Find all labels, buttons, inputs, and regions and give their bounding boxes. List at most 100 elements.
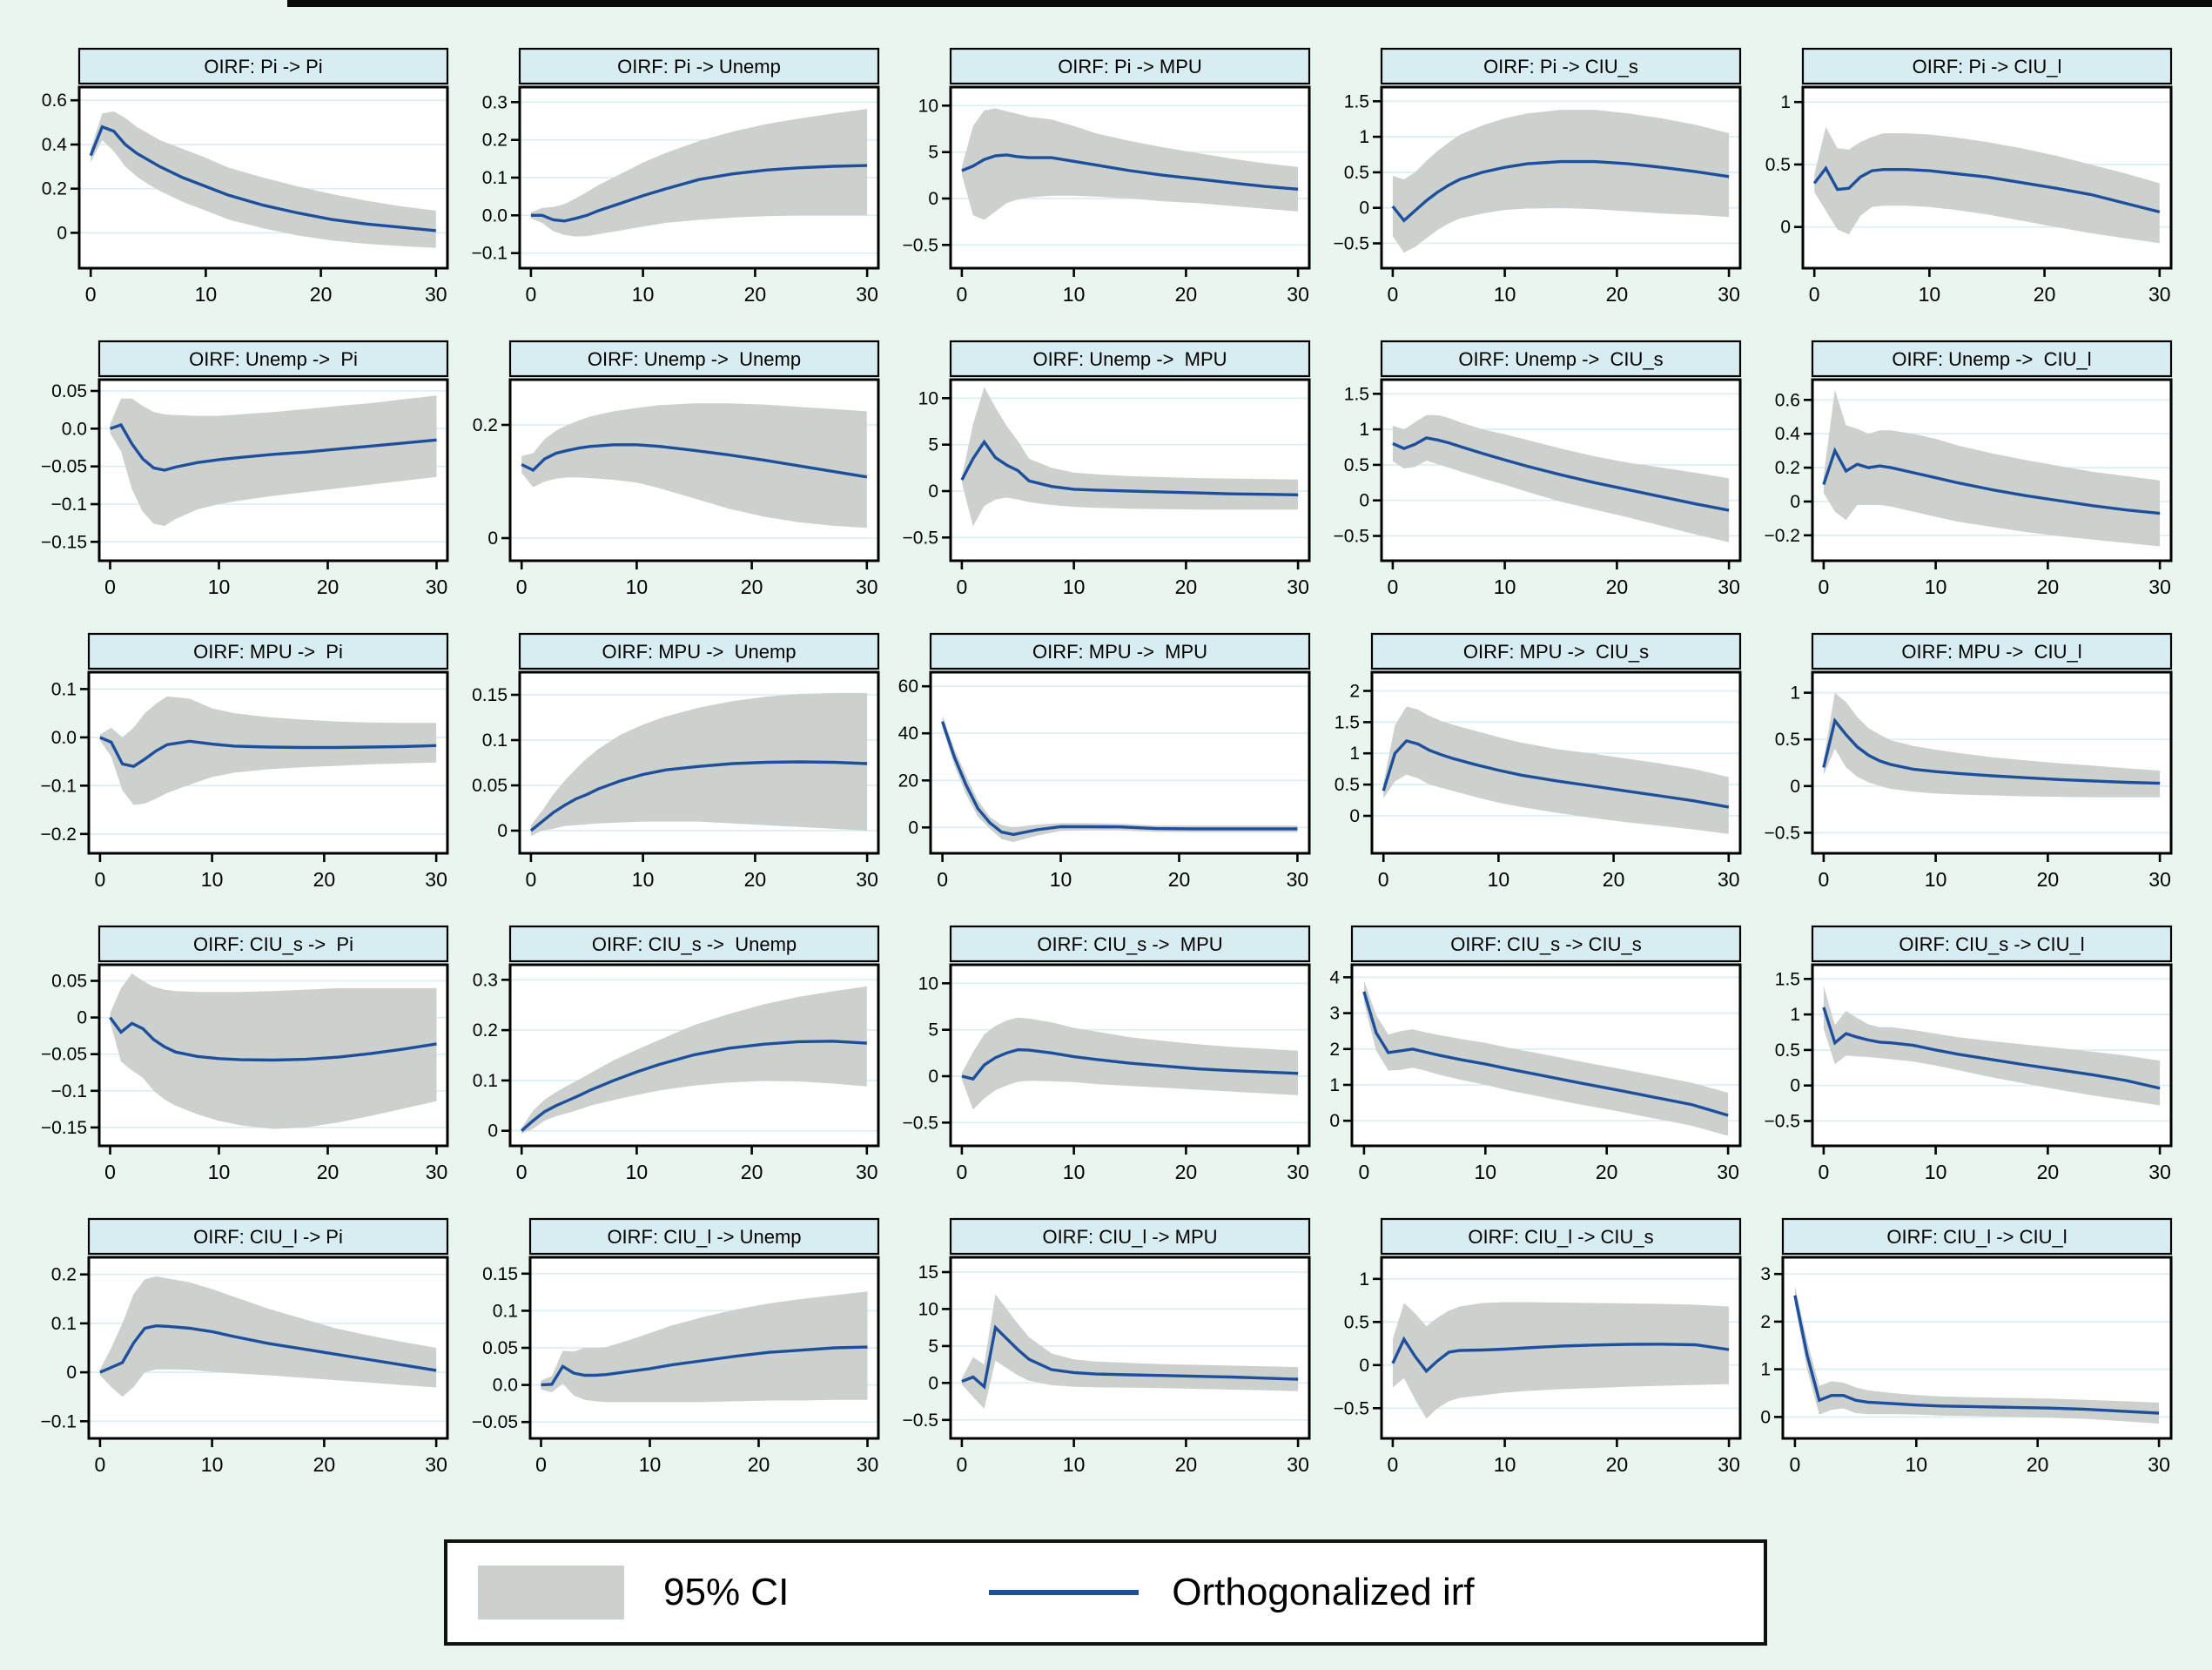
x-tick-label: 0	[95, 868, 106, 891]
y-tick-label: 0.6	[42, 91, 67, 111]
y-tick-label: −0.2	[41, 825, 77, 845]
irf-line	[1362, 991, 1729, 1117]
ci-band	[1823, 389, 2161, 547]
x-tick-label: 10	[1488, 868, 1510, 891]
panel-title-bar	[949, 340, 1311, 378]
x-tick-label: 0	[957, 283, 968, 306]
ci-band	[961, 1294, 1299, 1409]
y-tick-label: 0	[1359, 199, 1369, 219]
x-tick-label: 0	[957, 1453, 968, 1476]
irf-line	[1812, 165, 2161, 214]
irf-panel: OIRF: CIU_s -> CIU_s 4 3 2 1 0 0 10 20 30	[1328, 925, 1745, 1186]
y-tick-label: 0	[57, 223, 67, 243]
x-tick-label: 30	[425, 1453, 447, 1476]
irf-line	[961, 1047, 1299, 1081]
y-tick-label: 0.2	[473, 1020, 498, 1040]
panel-title: OIRF: Pi -> CIU_s	[1483, 56, 1638, 77]
x-tick-label: 20	[2034, 283, 2056, 306]
x-tick-label: 20	[313, 1453, 336, 1476]
x-tick-label: 30	[2148, 576, 2171, 598]
x-tick-label: 0	[1388, 283, 1399, 306]
x-tick-label: 30	[425, 868, 447, 891]
irf-line-swatch	[989, 1590, 1140, 1595]
ci-band	[1823, 692, 2161, 798]
ci-band	[961, 108, 1299, 220]
irf-line	[1391, 1336, 1730, 1374]
plot-border	[1350, 963, 1742, 1148]
irf-line	[530, 164, 868, 223]
plot-border	[1811, 963, 2173, 1148]
y-tick-label: −0.5	[903, 235, 938, 255]
y-tick-label: 15	[918, 1263, 938, 1283]
y-tick-label: −0.1	[51, 495, 87, 515]
top-border	[287, 0, 2212, 7]
y-tick-label: 1.5	[1775, 969, 1800, 989]
irf-chart: OIRF: Pi -> CIU_l 1 0.5 0 0 10 20 30	[1765, 47, 2173, 306]
y-tick-label: 0.05	[51, 381, 87, 401]
plot-border	[1811, 670, 2173, 855]
x-tick-label: 30	[2148, 1453, 2170, 1476]
irf-chart: OIRF: CIU_s -> CIU_l 1.5 1 0.5 0 −0.5 0 10 20 30	[1765, 925, 2173, 1183]
x-tick-label: 10	[632, 283, 655, 306]
irf-panel: OIRF: CIU_s -> CIU_l 1.5 1 0.5 0 −0.5 0 10 20 30	[1758, 925, 2176, 1186]
irf-panel: OIRF: Pi -> MPU 10 5 0 −0.5 0 10 20 30	[897, 47, 1314, 308]
ci-band	[530, 692, 868, 837]
irf-line	[521, 443, 868, 479]
irf-chart: OIRF: CIU_l -> Unemp 0.15 0.1 0.05 0.0 −0.05 0…	[472, 1217, 880, 1476]
y-tick-label: 1.5	[1344, 384, 1369, 404]
x-tick-label: 20	[741, 576, 763, 598]
legend: 95% CI Orthogonalized irf	[444, 1539, 1767, 1646]
panel-title: OIRF: CIU_l -> MPU	[1042, 1226, 1217, 1248]
y-tick-label: 0	[1349, 806, 1360, 826]
panel-title: OIRF: CIU_s -> Pi	[193, 933, 353, 955]
y-tick-label: 60	[898, 677, 918, 697]
panel-title: OIRF: CIU_l -> Pi	[193, 1226, 343, 1248]
panel-title-bar	[1811, 632, 2173, 670]
irf-chart: OIRF: CIU_s -> Unemp 0.3 0.2 0.1 00 10 20 30	[473, 925, 880, 1183]
x-tick-label: 30	[2148, 283, 2171, 306]
y-tick-label: 10	[918, 973, 938, 993]
irf-chart: OIRF: CIU_l -> Pi 0.2 0.1 0 −0.1 0 10 20 30	[41, 1217, 449, 1476]
x-tick-label: 10	[1925, 576, 1947, 598]
y-tick-label: 1	[1780, 92, 1791, 112]
x-tick-label: 0	[1359, 1161, 1370, 1183]
irf-line	[1392, 436, 1730, 512]
y-tick-label: 0.2	[482, 131, 508, 151]
irf-line	[99, 1323, 437, 1374]
ci-band	[1383, 706, 1729, 834]
panel-title-bar	[929, 632, 1311, 670]
irf-chart: OIRF: Pi -> Unemp 0.3 0.2 0.1 0.0 −0.1 0 10 20 30	[472, 47, 880, 306]
x-tick-label: 10	[1925, 868, 1947, 891]
y-tick-label: −0.5	[1765, 1112, 1800, 1132]
y-tick-label: 0	[1760, 1407, 1771, 1427]
y-tick-label: 1.5	[1335, 712, 1360, 732]
x-tick-label: 20	[744, 283, 767, 306]
x-tick-label: 30	[856, 1161, 878, 1183]
irf-line	[940, 721, 1298, 837]
panel-title-bar	[1380, 1217, 1742, 1256]
x-tick-label: 10	[1919, 283, 1941, 306]
ci-band	[1814, 126, 2160, 244]
panel-title-bar	[1801, 47, 2173, 85]
irf-panel: OIRF: Unemp -> MPU 10 5 0 −0.5 0 10 20 30	[897, 340, 1314, 601]
x-tick-label: 10	[208, 576, 231, 598]
irf-panel: OIRF: MPU -> Pi 0.1 0.0 −0.1 −0.2 0 10 20 30	[35, 632, 453, 893]
ci-band-swatch	[478, 1566, 624, 1619]
y-tick-label: −0.5	[903, 1411, 938, 1431]
panel-title-bar	[949, 925, 1311, 963]
y-tick-label: 0.4	[1775, 424, 1801, 444]
panel-title-bar	[1380, 47, 1742, 85]
panel-title-bar	[508, 925, 880, 963]
y-tick-label: 0	[1780, 218, 1791, 238]
x-tick-label: 30	[856, 868, 878, 891]
y-tick-label: 0	[1359, 491, 1369, 511]
panel-title-bar	[1370, 632, 1742, 670]
y-tick-label: 0.5	[1775, 1040, 1800, 1061]
panel-title-bar	[508, 340, 880, 378]
ci-band	[91, 111, 436, 248]
y-tick-label: −0.15	[41, 1118, 87, 1138]
panel-title-bar	[518, 632, 880, 670]
panel-title-bar	[97, 340, 449, 378]
irf-panel: OIRF: Unemp -> CIU_s 1.5 1 0.5 0 −0.5 0 10 20 30	[1328, 340, 1745, 601]
y-tick-label: 5	[928, 143, 938, 163]
